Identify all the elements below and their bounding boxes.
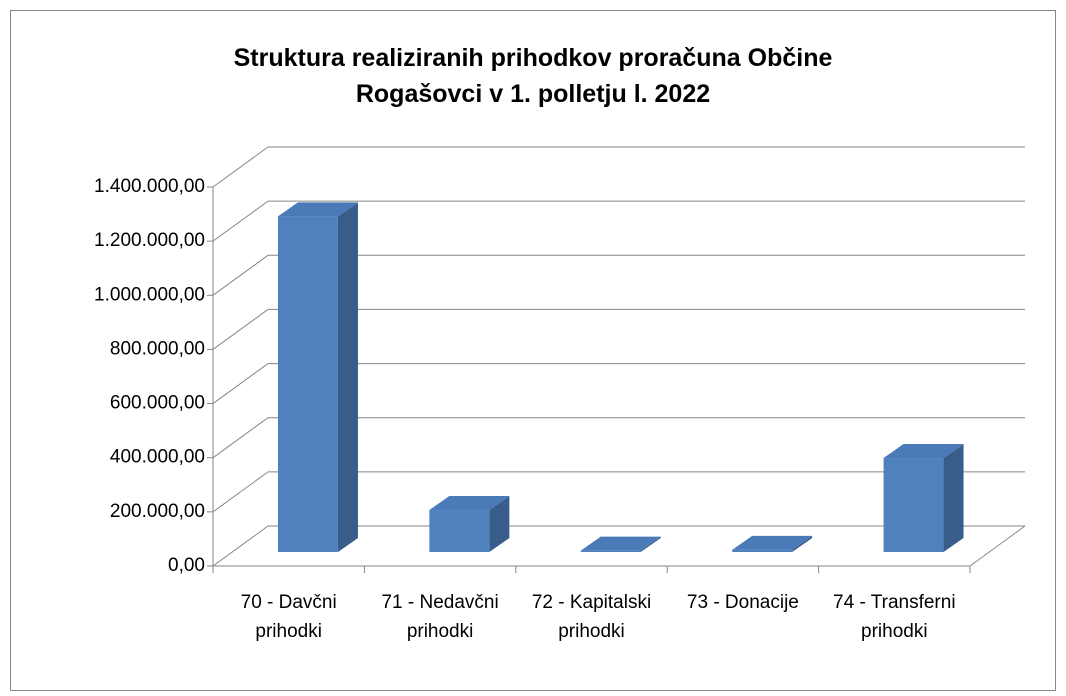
grid-line xyxy=(212,525,269,567)
bar-top xyxy=(580,536,661,551)
x-tick-label: 74 - Transferni prihodki xyxy=(833,592,956,642)
y-tick-label: 1.400.000,00 xyxy=(94,176,205,197)
bar xyxy=(429,510,490,552)
bar-side xyxy=(943,444,964,552)
grid-line xyxy=(212,471,269,513)
bar-side xyxy=(337,202,358,553)
bar-side xyxy=(489,496,510,552)
bar-side xyxy=(792,535,813,552)
grid-line xyxy=(212,200,269,242)
y-tick-label: 600.000,00 xyxy=(110,393,205,414)
bar xyxy=(883,458,944,552)
chart-border xyxy=(10,10,1056,691)
x-tick-label: 72 - Kapitalski prihodki xyxy=(531,592,652,642)
y-tick-label: 200.000,00 xyxy=(110,501,205,522)
x-tick-label: 73 - Donacije xyxy=(686,592,799,613)
bar-side xyxy=(640,536,661,552)
y-tick-label: 400.000,00 xyxy=(110,447,205,468)
grid-line xyxy=(212,146,269,188)
chart-title-text: Struktura realiziranih prihodkov proraču… xyxy=(233,44,833,108)
bar xyxy=(277,216,338,553)
y-tick-label: 800.000,00 xyxy=(110,338,205,359)
bar-top xyxy=(883,444,964,459)
chart-title: Struktura realiziranih prihodkov proraču… xyxy=(0,40,1066,112)
grid-line xyxy=(212,417,269,459)
floor-edge xyxy=(969,525,1026,567)
bar-top xyxy=(277,202,358,217)
grid-line xyxy=(212,254,269,296)
grid-line xyxy=(212,309,269,350)
bar-top xyxy=(429,496,510,511)
bar xyxy=(580,550,641,552)
x-tick-label: 71 - Nedavčni prihodki xyxy=(381,592,499,642)
bar xyxy=(732,549,793,552)
grid-line xyxy=(212,363,269,404)
y-tick-label: 0,00 xyxy=(168,555,205,576)
x-tick-label: 70 - Davčni prihodki xyxy=(240,592,337,642)
y-tick-label: 1.200.000,00 xyxy=(94,230,205,251)
bar-top xyxy=(732,535,813,550)
y-tick-label: 1.000.000,00 xyxy=(94,284,205,305)
